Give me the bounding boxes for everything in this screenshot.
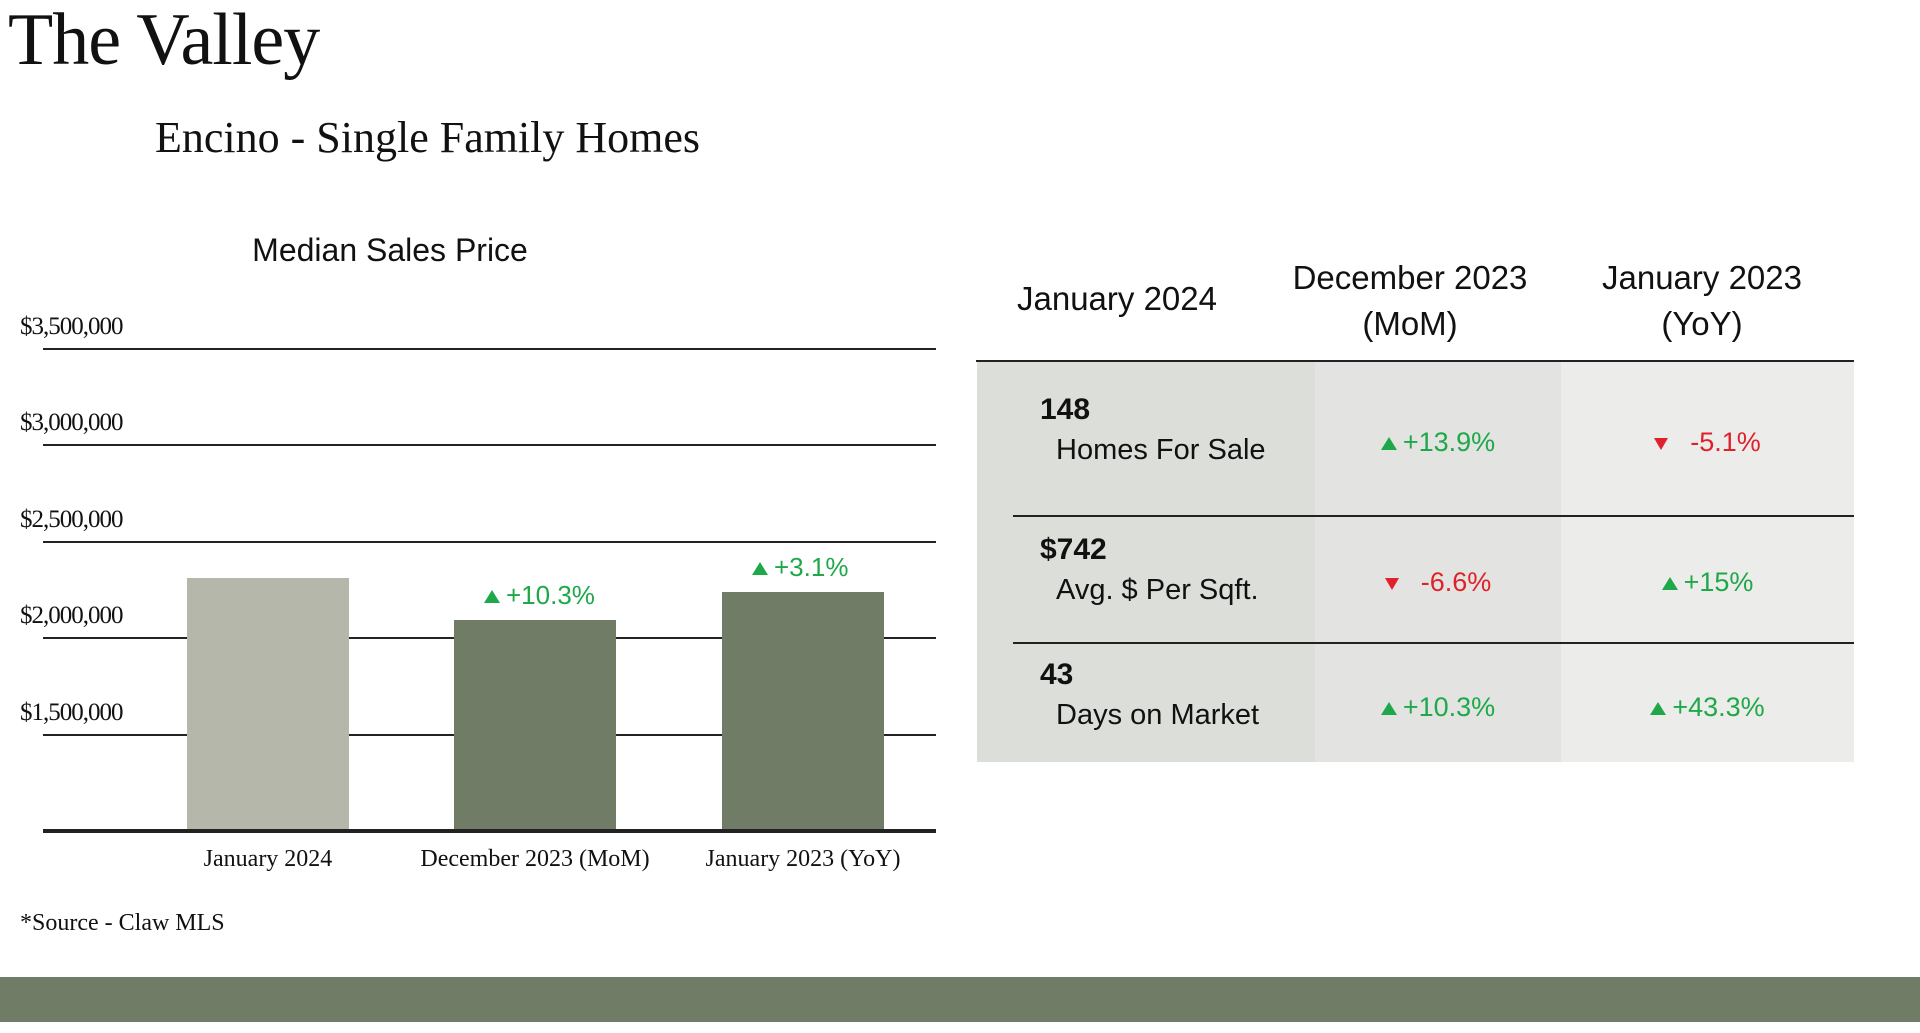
metric-value: 43	[1040, 658, 1074, 691]
change-value: -6.6%	[1420, 567, 1492, 597]
x-tick-label: December 2023 (MoM)	[420, 846, 650, 872]
header-january-2023: January 2023 (YoY)	[1552, 255, 1852, 347]
change-value: +3.1%	[774, 551, 849, 582]
header-line: January 2023	[1602, 259, 1802, 296]
yoy-change: +43.3%	[1561, 692, 1854, 723]
x-axis-line	[43, 829, 936, 833]
row-divider	[1013, 515, 1854, 517]
header-line: December 2023	[1292, 259, 1528, 296]
yoy-change: -5.1%	[1561, 427, 1854, 458]
up-arrow-icon	[1380, 437, 1397, 451]
change-value: +10.3%	[506, 579, 595, 610]
metric-value: $742	[1040, 533, 1107, 566]
gridline	[43, 540, 936, 543]
column-bg-mom	[1315, 362, 1561, 762]
header-december-2023: December 2023 (MoM)	[1260, 255, 1560, 347]
footer-band	[0, 977, 1920, 1022]
row-divider	[1013, 642, 1854, 644]
yoy-change: +15%	[1561, 567, 1854, 598]
bar-0	[187, 578, 349, 831]
mom-change: +13.9%	[1315, 427, 1561, 458]
mom-change: +10.3%	[1315, 692, 1561, 723]
page-title: The Valley	[8, 0, 320, 81]
bar-1	[454, 619, 616, 831]
y-tick-label: $1,500,000	[20, 698, 123, 726]
header-line: (YoY)	[1661, 305, 1743, 342]
x-tick-label: January 2023 (YoY)	[705, 846, 901, 872]
down-arrow-icon	[1654, 437, 1669, 450]
y-tick-label: $2,500,000	[20, 505, 123, 533]
column-bg-yoy	[1561, 362, 1854, 762]
header-divider	[976, 360, 1854, 362]
up-arrow-icon	[1661, 577, 1678, 591]
y-tick-label: $2,000,000	[20, 602, 123, 629]
up-arrow-icon	[1650, 702, 1667, 716]
gridline	[43, 444, 936, 446]
up-arrow-icon	[752, 562, 768, 576]
gridline	[43, 347, 936, 350]
page-subtitle: Encino - Single Family Homes	[155, 113, 701, 162]
down-arrow-icon	[1384, 577, 1399, 590]
change-value: +15%	[1683, 567, 1754, 597]
metric-label: Homes For Sale	[1056, 434, 1266, 466]
header-january-2024: January 2024	[1017, 280, 1217, 317]
source-note: *Source - Claw MLS	[20, 910, 225, 936]
metric-value: 148	[1040, 393, 1091, 426]
metric-label: Avg. $ Per Sqft.	[1056, 574, 1259, 606]
metric-cell: 148 Homes For Sale	[1040, 390, 1266, 470]
up-arrow-icon	[1380, 702, 1397, 716]
y-tick-label: $3,500,000	[20, 312, 123, 340]
up-arrow-icon	[484, 590, 500, 604]
metric-cell: $742 Avg. $ Per Sqft.	[1040, 530, 1259, 610]
metric-cell: 43 Days on Market	[1040, 655, 1259, 735]
header-line: (MoM)	[1362, 305, 1458, 342]
bar-2	[722, 591, 884, 831]
chart-title: Median Sales Price	[252, 232, 528, 268]
change-value: +10.3%	[1402, 692, 1496, 722]
metric-label: Days on Market	[1056, 699, 1260, 731]
mom-change: -6.6%	[1315, 567, 1561, 598]
column-bg-current	[977, 362, 1315, 762]
change-value: -5.1%	[1690, 427, 1761, 457]
bar-change-label: +3.1%	[752, 552, 848, 583]
y-tick-label: $3,000,000	[20, 409, 123, 436]
x-tick-label: January 2024	[203, 846, 333, 872]
change-value: +43.3%	[1672, 692, 1765, 722]
change-value: +13.9%	[1402, 427, 1496, 457]
bar-change-label: +10.3%	[484, 580, 595, 611]
